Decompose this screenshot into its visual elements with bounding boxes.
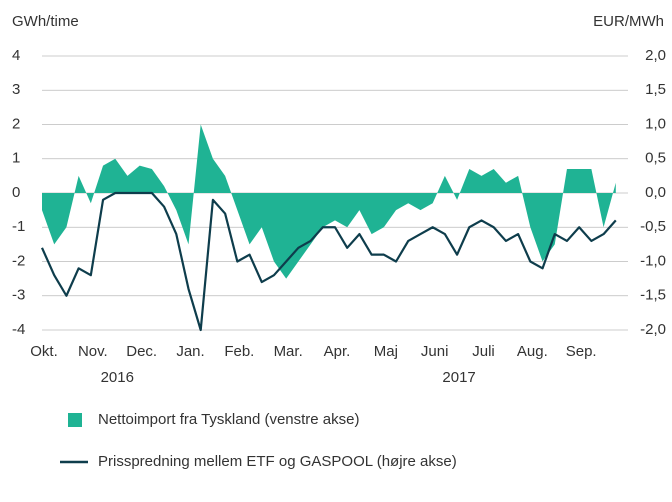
x-year-label: 2016 xyxy=(101,369,134,386)
y-tick-label: -1 xyxy=(12,218,25,235)
x-tick-label: Mar. xyxy=(274,343,303,360)
x-tick-label: Feb. xyxy=(224,343,254,360)
legend-label: Prisspredning mellem ETF og GASPOOL (høj… xyxy=(98,453,457,470)
y2-tick-label: -1,0 xyxy=(640,252,666,269)
y-tick-label: 3 xyxy=(12,81,20,98)
y2-tick-label: 0,5 xyxy=(645,150,666,167)
x-tick-label: Aug. xyxy=(517,343,548,360)
y-tick-label: -4 xyxy=(12,321,25,338)
y-tick-label: 4 xyxy=(12,47,20,64)
y2-tick-label: 2,0 xyxy=(645,47,666,64)
y2-tick-label: -1,5 xyxy=(640,287,666,304)
y-axis-title: GWh/time xyxy=(12,13,79,30)
y2-tick-label: 1,0 xyxy=(645,115,666,132)
x-tick-label: Sep. xyxy=(566,343,597,360)
y2-axis-title: EUR/MWh xyxy=(593,13,664,30)
x-tick-label: Jan. xyxy=(176,343,204,360)
y-tick-label: -2 xyxy=(12,252,25,269)
x-year-label: 2017 xyxy=(442,369,475,386)
y2-tick-label: 0,0 xyxy=(645,184,666,201)
x-tick-label: Juli xyxy=(472,343,495,360)
x-tick-label: Apr. xyxy=(324,343,351,360)
area xyxy=(42,124,616,279)
x-tick-label: Okt. xyxy=(30,343,58,360)
line xyxy=(40,191,617,332)
legend-swatch xyxy=(68,413,82,427)
x-tick-label: Dec. xyxy=(126,343,157,360)
x-tick-label: Maj xyxy=(374,343,398,360)
y2-tick-label: 1,5 xyxy=(645,81,666,98)
y2-tick-label: -0,5 xyxy=(640,218,666,235)
y-tick-label: 0 xyxy=(12,184,20,201)
y-tick-label: 1 xyxy=(12,150,20,167)
y-tick-label: -3 xyxy=(12,287,25,304)
x-tick-label: Nov. xyxy=(78,343,108,360)
y-tick-label: 2 xyxy=(12,115,20,132)
legend-label: Nettoimport fra Tyskland (venstre akse) xyxy=(98,411,360,428)
x-tick-label: Juni xyxy=(421,343,449,360)
y2-tick-label: -2,0 xyxy=(640,321,666,338)
